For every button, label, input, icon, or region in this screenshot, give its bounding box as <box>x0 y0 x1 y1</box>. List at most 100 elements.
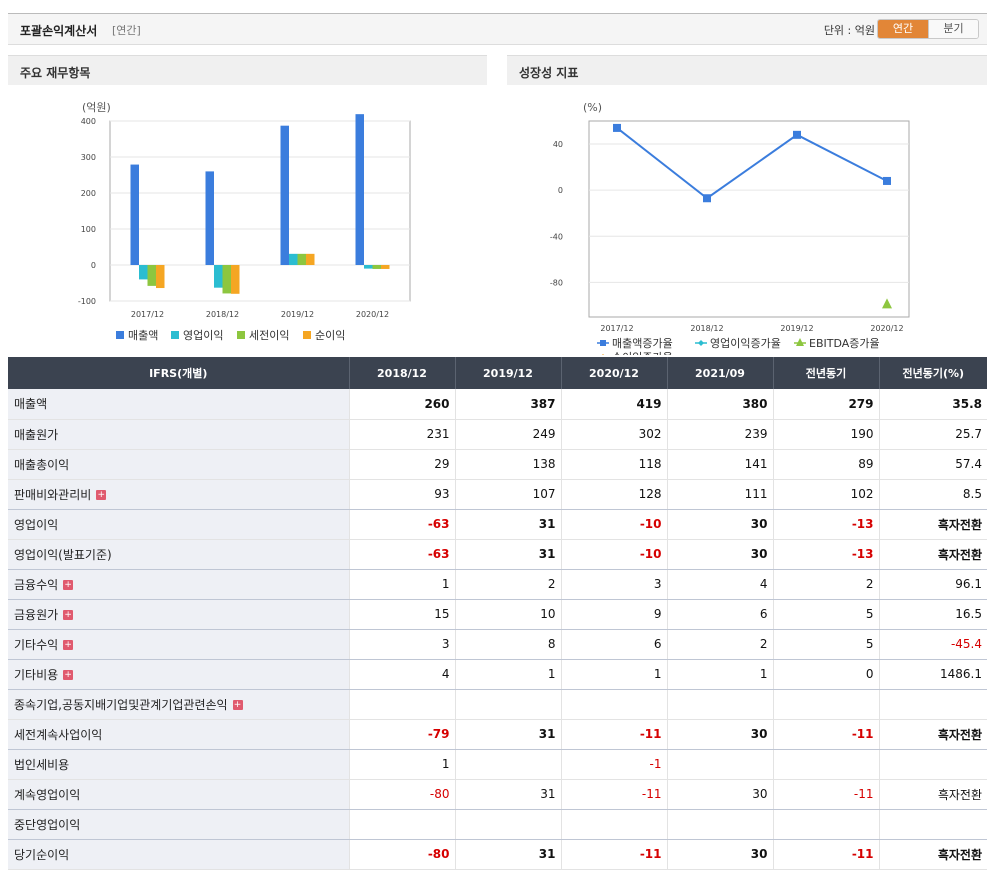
y-tick-label: 0 <box>91 261 96 270</box>
table-cell: 102 <box>772 479 879 510</box>
quarterly-toggle-button[interactable]: 분기 <box>928 20 978 38</box>
table-cell: 3 <box>348 629 455 660</box>
x-tick-label: 2017/12 <box>131 310 164 319</box>
expand-icon[interactable]: + <box>63 580 74 590</box>
expand-icon[interactable]: + <box>63 610 74 620</box>
row-label-text: 영업이익 <box>14 517 59 532</box>
legend-marker <box>600 340 606 346</box>
table-cell: 2 <box>666 629 773 660</box>
row-label-text: 법인세비용 <box>14 757 70 772</box>
table-cell: 260 <box>348 389 455 420</box>
period-label: [연간] <box>112 24 141 37</box>
bar-chart: (억원) 400 300 200 100 0 -100 2017/12 2018/12 2019/… <box>78 101 411 342</box>
table-row: 매출액 260 387 419 380 279 35.8 <box>8 389 987 420</box>
legend-marker <box>698 340 704 346</box>
bar-세전이익 <box>222 265 231 294</box>
table-cell: 31 <box>454 719 561 750</box>
table-cell: -63 <box>348 539 455 570</box>
data-point-매출액증가율 <box>613 123 621 132</box>
bar-순이익 <box>156 265 165 289</box>
table-cell: -80 <box>348 779 455 810</box>
row-label: 금융수익 + <box>8 569 349 600</box>
table-cell: 흑자전환 <box>878 539 987 570</box>
table-row: 당기순이익 -80 31 -11 30 -11 흑자전환 <box>8 839 987 870</box>
series-line-매출액증가율 <box>616 127 888 200</box>
row-label: 세전계속사업이익 <box>8 719 349 750</box>
x-tick-label: 2019/12 <box>780 324 813 333</box>
y-tick-label: -80 <box>550 278 563 287</box>
table-cell: 4 <box>348 659 455 690</box>
legend-label: 순이익 <box>315 329 345 342</box>
table-cell: 9 <box>560 599 667 630</box>
table-cell: 2 <box>772 569 879 600</box>
table-cell: 138 <box>454 449 561 480</box>
table-row: 매출총이익 29 138 118 141 89 57.4 <box>8 449 987 480</box>
y-tick-label: 300 <box>81 153 96 162</box>
y-tick-label: 0 <box>558 186 563 195</box>
row-label-text: 판매비와관리비 <box>14 487 92 502</box>
row-label: 기타비용 + <box>8 659 349 690</box>
table-cell: 93 <box>348 479 455 510</box>
table-cell: 30 <box>666 839 773 870</box>
table-row: 법인세비용 1 -1 <box>8 749 987 780</box>
table-cell <box>560 809 667 840</box>
table-cell: -11 <box>772 719 879 750</box>
statement-title: 포괄손익계산서 <box>20 24 98 38</box>
table-cell: 89 <box>772 449 879 480</box>
table-row: 세전계속사업이익 -79 31 -11 30 -11 흑자전환 <box>8 719 987 750</box>
expand-icon[interactable]: + <box>232 700 243 710</box>
table-cell: 302 <box>560 419 667 450</box>
row-label: 매출총이익 <box>8 449 349 480</box>
bar-세전이익 <box>297 253 306 265</box>
row-label-text: 기타비용 <box>14 667 59 682</box>
expand-icon[interactable]: + <box>63 640 74 650</box>
row-label-text: 금융수익 <box>14 577 59 592</box>
data-point-매출액증가율 <box>883 176 891 185</box>
table-row: 금융원가 +15 10 9 6 5 16.5 <box>8 599 987 630</box>
table-cell: 111 <box>666 479 773 510</box>
table-cell: -13 <box>772 509 879 540</box>
table-cell: -11 <box>772 779 879 810</box>
table-cell: 2 <box>454 569 561 600</box>
row-label-text: 영업이익(발표기준) <box>14 547 112 562</box>
bar-순이익 <box>231 265 240 294</box>
table-cell: 1486.1 <box>878 659 987 690</box>
row-label-text: 계속영업이익 <box>14 787 81 802</box>
legend-label: 영업이익 <box>183 329 223 342</box>
expand-icon[interactable]: + <box>96 490 107 500</box>
y-axis-unit: (%) <box>583 101 602 114</box>
bar-매출액 <box>205 171 214 265</box>
table-cell <box>878 749 987 780</box>
table-cell <box>454 749 561 780</box>
table-cell <box>560 689 667 720</box>
bar-매출액 <box>355 114 364 265</box>
table-cell: 흑자전환 <box>878 839 987 870</box>
row-label-text: 당기순이익 <box>14 847 70 862</box>
data-point-EBITDA증가율 <box>882 298 892 309</box>
table-cell <box>772 689 879 720</box>
table-cell: -63 <box>348 509 455 540</box>
legend-swatch <box>303 331 311 339</box>
header-col-3: 2020/12 <box>560 357 667 389</box>
table-cell: 190 <box>772 419 879 450</box>
table-cell: -79 <box>348 719 455 750</box>
table-cell: 231 <box>348 419 455 450</box>
table-cell: -13 <box>772 539 879 570</box>
table-row: 중단영업이익 <box>8 809 987 840</box>
legend-marker <box>602 354 604 355</box>
annual-toggle-button[interactable]: 연간 <box>878 20 928 38</box>
table-cell: -11 <box>560 719 667 750</box>
table-cell: -10 <box>560 509 667 540</box>
table-cell: 16.5 <box>878 599 987 630</box>
expand-icon[interactable]: + <box>63 670 74 680</box>
row-label-text: 기타수익 <box>14 637 59 652</box>
legend-swatch <box>116 331 124 339</box>
growth-title: 성장성 지표 <box>507 55 987 85</box>
row-label: 종속기업,공동지배기업및관계기업관련손익 + <box>8 689 349 720</box>
legend-swatch <box>237 331 245 339</box>
data-point-매출액증가율 <box>793 130 801 139</box>
bar-영업이익 <box>289 253 298 265</box>
row-label: 영업이익(발표기준) <box>8 539 349 570</box>
row-label-text: 매출액 <box>14 397 48 412</box>
unit-label: 단위 : 억원 <box>823 24 875 37</box>
